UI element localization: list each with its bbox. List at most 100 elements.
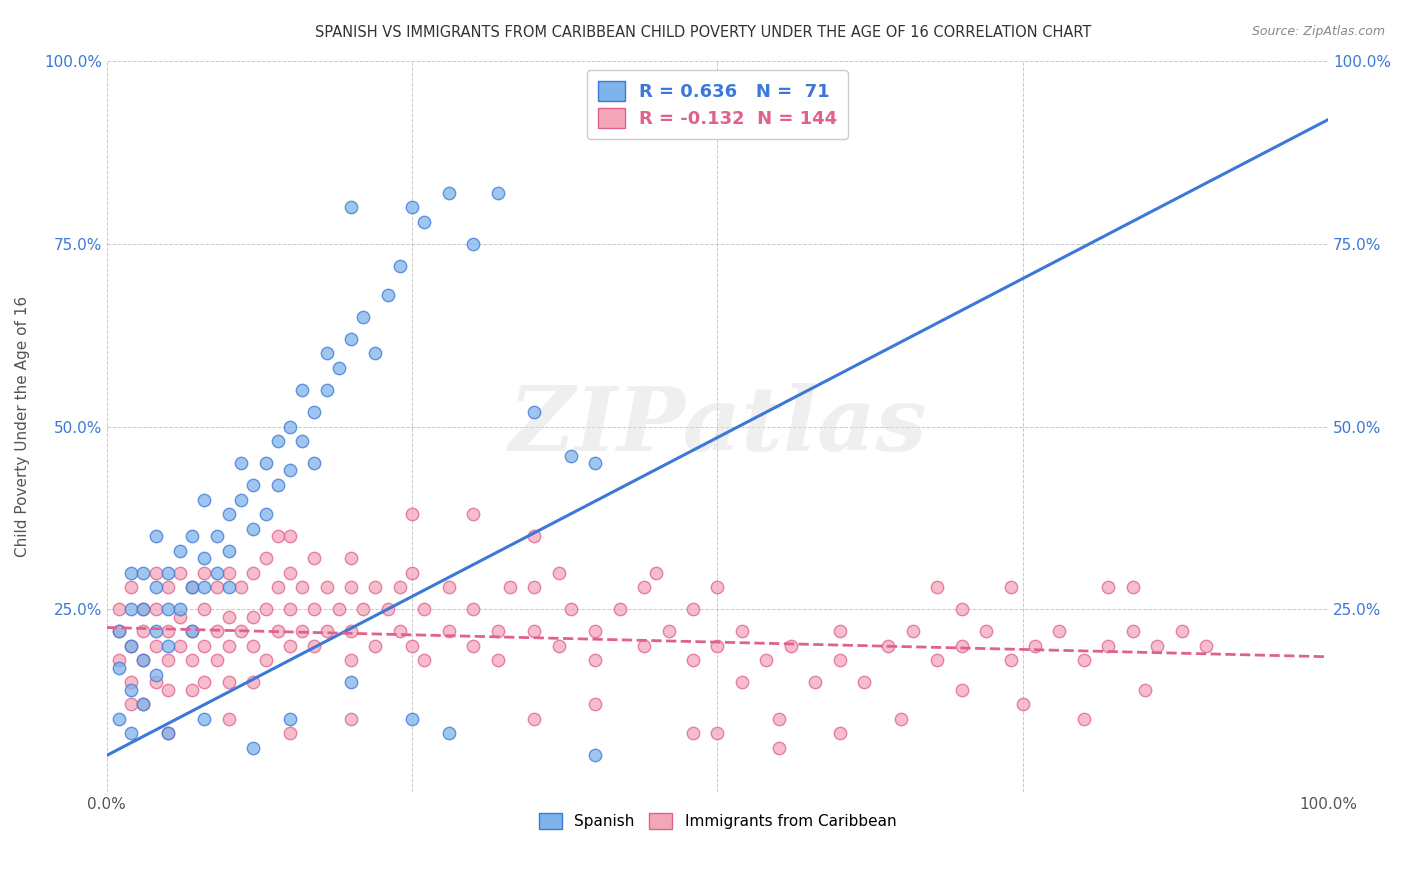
Point: [145, 566, 167, 580]
Point: [401, 566, 423, 580]
Point: [950, 602, 973, 616]
Point: [1073, 712, 1095, 726]
Point: [205, 529, 228, 543]
Point: [877, 639, 900, 653]
Point: [523, 624, 546, 639]
Point: [340, 624, 363, 639]
Point: [304, 639, 326, 653]
Point: [328, 602, 350, 616]
Point: [193, 639, 215, 653]
Point: [950, 682, 973, 697]
Point: [779, 639, 801, 653]
Point: [401, 508, 423, 522]
Legend: Spanish, Immigrants from Caribbean: Spanish, Immigrants from Caribbean: [533, 806, 903, 836]
Point: [132, 653, 155, 667]
Point: [1195, 639, 1218, 653]
Point: [156, 602, 179, 616]
Point: [583, 624, 606, 639]
Point: [927, 653, 949, 667]
Point: [218, 566, 240, 580]
Point: [340, 580, 363, 594]
Point: [890, 712, 912, 726]
Point: [804, 675, 827, 690]
Point: [291, 383, 314, 397]
Point: [132, 698, 155, 712]
Point: [901, 624, 924, 639]
Point: [413, 602, 436, 616]
Point: [340, 675, 363, 690]
Point: [768, 712, 790, 726]
Point: [205, 624, 228, 639]
Point: [181, 682, 204, 697]
Point: [291, 624, 314, 639]
Point: [828, 624, 851, 639]
Point: [193, 580, 215, 594]
Point: [108, 624, 131, 639]
Point: [1170, 624, 1192, 639]
Point: [193, 675, 215, 690]
Point: [731, 675, 754, 690]
Point: [291, 434, 314, 449]
Point: [853, 675, 876, 690]
Point: [254, 653, 277, 667]
Point: [1000, 653, 1022, 667]
Point: [645, 566, 668, 580]
Point: [169, 543, 191, 558]
Point: [486, 186, 509, 200]
Point: [1133, 682, 1156, 697]
Point: [218, 609, 240, 624]
Point: [145, 602, 167, 616]
Point: [682, 602, 704, 616]
Point: [1097, 639, 1119, 653]
Point: [120, 602, 142, 616]
Point: [583, 456, 606, 470]
Point: [291, 580, 314, 594]
Point: [388, 624, 411, 639]
Point: [267, 478, 290, 492]
Point: [145, 580, 167, 594]
Point: [181, 529, 204, 543]
Point: [181, 624, 204, 639]
Point: [132, 624, 155, 639]
Point: [974, 624, 997, 639]
Point: [156, 580, 179, 594]
Point: [1011, 698, 1033, 712]
Point: [388, 580, 411, 594]
Point: [242, 566, 264, 580]
Point: [583, 748, 606, 763]
Point: [132, 602, 155, 616]
Point: [218, 639, 240, 653]
Point: [156, 624, 179, 639]
Point: [437, 624, 460, 639]
Point: [218, 508, 240, 522]
Point: [145, 668, 167, 682]
Point: [120, 639, 142, 653]
Point: [828, 726, 851, 740]
Point: [229, 492, 252, 507]
Point: [486, 653, 509, 667]
Point: [547, 566, 569, 580]
Point: [242, 741, 264, 756]
Point: [499, 580, 522, 594]
Point: [463, 508, 485, 522]
Point: [633, 580, 655, 594]
Point: [437, 580, 460, 594]
Point: [364, 580, 387, 594]
Point: [132, 566, 155, 580]
Point: [242, 675, 264, 690]
Point: [108, 712, 131, 726]
Point: [927, 580, 949, 594]
Point: [120, 566, 142, 580]
Point: [523, 405, 546, 419]
Point: [304, 456, 326, 470]
Point: [706, 580, 728, 594]
Point: [229, 624, 252, 639]
Point: [1073, 653, 1095, 667]
Point: [242, 609, 264, 624]
Point: [278, 639, 301, 653]
Point: [278, 529, 301, 543]
Point: [560, 449, 582, 463]
Point: [463, 639, 485, 653]
Point: [120, 682, 142, 697]
Point: [156, 653, 179, 667]
